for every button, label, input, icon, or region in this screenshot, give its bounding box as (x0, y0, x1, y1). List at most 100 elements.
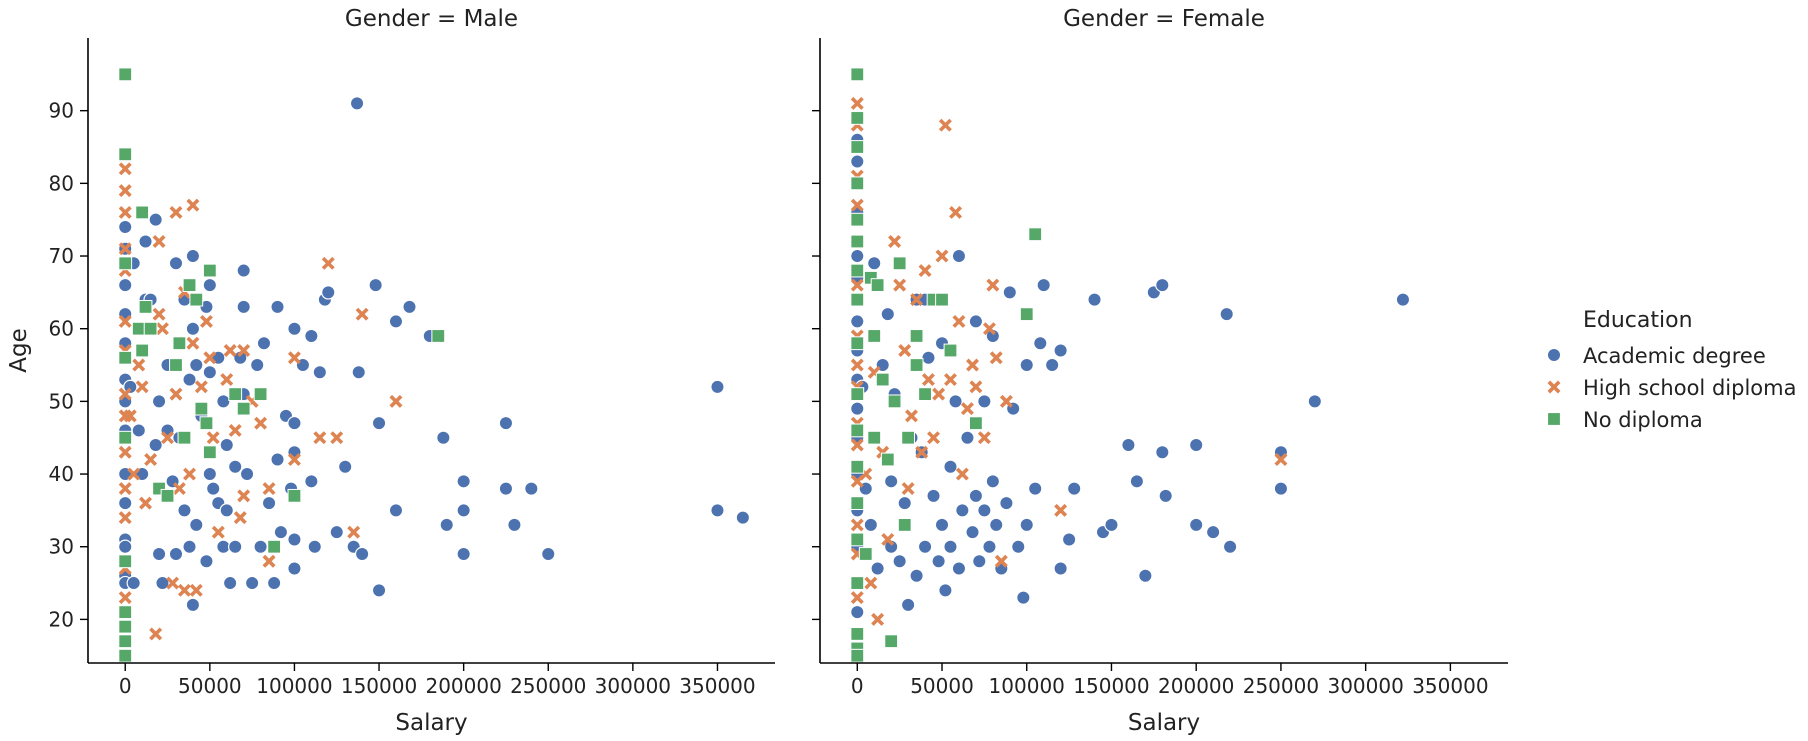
y-tick-label: 90 (49, 99, 74, 123)
x-tick-label: 0 (119, 674, 132, 698)
data-point (1138, 568, 1153, 583)
series-no-diploma (850, 67, 1043, 663)
data-point (222, 575, 238, 591)
data-point (1019, 517, 1034, 533)
data-point (118, 242, 132, 256)
data-point (880, 452, 895, 467)
data-point (892, 256, 907, 271)
data-point (931, 554, 946, 569)
data-point (151, 546, 167, 562)
data-point (189, 517, 204, 533)
data-point (118, 162, 132, 176)
data-point (118, 387, 132, 401)
data-point (250, 357, 265, 373)
data-point (867, 430, 882, 445)
data-point (934, 517, 950, 533)
data-point (202, 365, 218, 380)
data-point (1002, 285, 1017, 300)
data-point (355, 307, 369, 321)
data-point (850, 198, 864, 212)
data-point (1222, 539, 1238, 554)
data-point (850, 278, 864, 292)
data-point (999, 495, 1014, 511)
data-point (135, 343, 150, 358)
data-point (185, 321, 201, 336)
data-point (185, 597, 201, 613)
data-point (870, 278, 885, 292)
data-point (239, 466, 255, 482)
data-point (199, 314, 213, 328)
data-point (901, 430, 916, 445)
data-point (921, 350, 936, 365)
data-point (498, 481, 514, 496)
data-point (1307, 394, 1323, 409)
data-point (182, 278, 197, 292)
data-point (338, 459, 353, 474)
x-tick-label: 100000 (989, 674, 1065, 698)
data-point (431, 329, 446, 343)
data-point (915, 445, 929, 459)
data-point (1019, 307, 1034, 322)
data-point (307, 539, 322, 554)
data-point (244, 575, 260, 591)
x-tick-label: 200000 (1158, 674, 1234, 698)
data-point (118, 634, 133, 649)
data-point (943, 343, 958, 358)
data-point (1033, 336, 1048, 351)
data-point (1044, 357, 1060, 373)
data-point (1188, 437, 1204, 453)
data-point (1016, 590, 1031, 605)
y-tick-label: 20 (49, 607, 74, 631)
data-point (118, 648, 133, 663)
data-point (1273, 481, 1289, 496)
data-point (169, 205, 183, 219)
data-point (900, 597, 916, 613)
data-point (402, 299, 417, 315)
data-point (228, 539, 243, 554)
data-point (118, 147, 133, 162)
series-academic-degree (118, 96, 751, 613)
data-point (977, 431, 991, 445)
data-point (202, 466, 218, 482)
data-point (270, 452, 285, 467)
data-point (219, 503, 234, 518)
data-point (211, 525, 225, 539)
data-point (910, 293, 924, 307)
data-point (1104, 517, 1119, 533)
data-point (969, 380, 983, 394)
data-point (982, 539, 997, 554)
data-point (1011, 539, 1026, 554)
legend: Education Academic degree High school dipl… (1546, 308, 1796, 432)
data-point (883, 539, 899, 554)
data-point (186, 336, 200, 350)
x-tick-label: 350000 (679, 674, 755, 698)
data-point (985, 474, 1001, 489)
data-point (456, 474, 471, 489)
data-point (850, 212, 865, 227)
data-point (968, 314, 984, 329)
data-point (194, 401, 209, 416)
data-point (169, 387, 183, 401)
data-point (850, 423, 865, 438)
data-point (901, 482, 915, 496)
data-point (909, 329, 924, 343)
data-point (1188, 517, 1204, 533)
data-point (287, 532, 302, 547)
data-point (850, 627, 865, 641)
data-point (169, 358, 183, 372)
panel-gender-female: Gender = Female 0 50000 100000 150000 200000 2… (812, 6, 1508, 736)
data-point (304, 474, 319, 489)
data-point (199, 416, 214, 431)
y-tick-label: 70 (49, 244, 74, 268)
data-point (850, 96, 864, 110)
data-point (439, 517, 454, 533)
data-point (236, 299, 251, 315)
data-point (321, 285, 336, 300)
data-point (944, 373, 957, 387)
data-point (1219, 306, 1234, 322)
x-tick-label: 300000 (595, 674, 671, 698)
data-point (304, 328, 319, 344)
data-point (149, 627, 163, 641)
data-point (228, 423, 242, 437)
data-point (206, 431, 220, 445)
